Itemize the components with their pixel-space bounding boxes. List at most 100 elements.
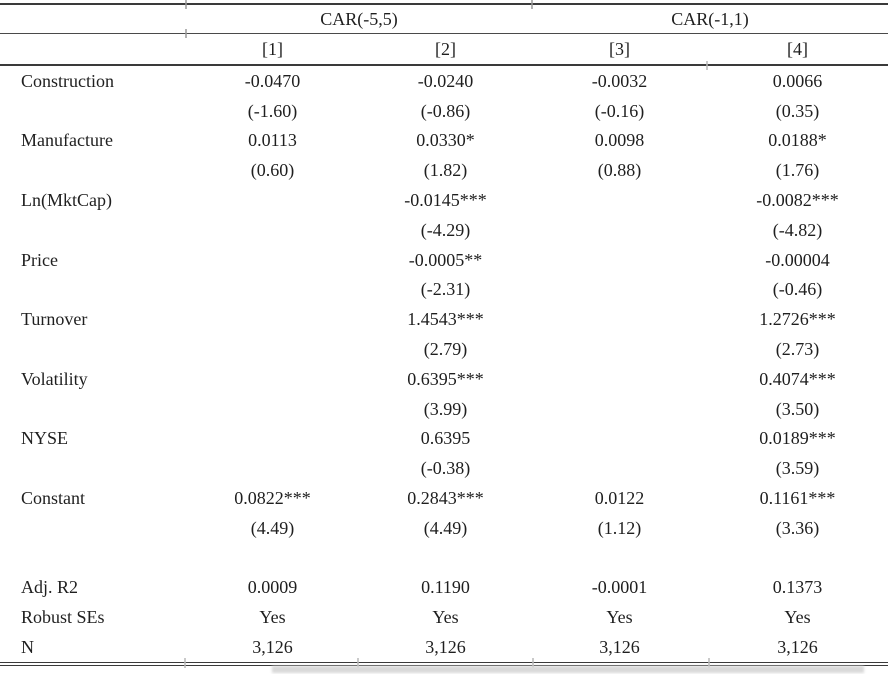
rule-tick bbox=[706, 61, 708, 70]
value-cell: (-0.46) bbox=[772, 279, 823, 300]
value-cell: 1.4543*** bbox=[407, 309, 484, 330]
table-row: Constant 0.0822*** 0.2843*** 0.0122 0.1161**… bbox=[0, 483, 888, 513]
value-cell bbox=[532, 543, 707, 573]
rule-tick bbox=[184, 658, 186, 668]
value-cell: (-4.29) bbox=[420, 219, 471, 240]
value-cell bbox=[186, 364, 359, 394]
value-cell: -0.0240 bbox=[417, 70, 474, 91]
row-label bbox=[0, 453, 186, 483]
value-cell: (3.59) bbox=[775, 458, 820, 479]
row-label bbox=[0, 543, 186, 573]
value-cell bbox=[186, 394, 359, 424]
value-cell: -0.0082*** bbox=[756, 190, 839, 211]
value-cell bbox=[186, 275, 359, 305]
value-cell bbox=[186, 185, 359, 215]
table-row: Price -0.0005** -0.00004 bbox=[0, 245, 888, 275]
value-cell bbox=[186, 453, 359, 483]
value-cell: 3,126 bbox=[186, 632, 359, 666]
value-cell bbox=[532, 453, 707, 483]
row-label: Robust SEs bbox=[21, 607, 105, 628]
value-cell bbox=[532, 424, 707, 454]
row-label bbox=[0, 155, 186, 185]
row-label: Adj. R2 bbox=[21, 577, 79, 598]
value-cell: 1.2726*** bbox=[759, 309, 836, 330]
value-cell: (4.49) bbox=[423, 517, 468, 538]
value-cell: (0.60) bbox=[250, 160, 295, 181]
table-row: (-1.60) (-0.86) (-0.16) (0.35) bbox=[0, 96, 888, 126]
value-cell: 0.6395 bbox=[420, 428, 471, 449]
stub-header-cell bbox=[0, 4, 186, 34]
row-label: Constant bbox=[21, 488, 86, 509]
column-group-header-row: CAR(-5,5) CAR(-1,1) bbox=[0, 4, 888, 34]
column-header-2: [2] bbox=[359, 33, 532, 66]
value-cell bbox=[532, 215, 707, 245]
table-row: (4.49) (4.49) (1.12) (3.36) bbox=[0, 513, 888, 543]
row-label bbox=[0, 513, 186, 543]
value-cell bbox=[186, 245, 359, 275]
table-row: (3.99) (3.50) bbox=[0, 394, 888, 424]
value-cell bbox=[186, 424, 359, 454]
value-cell: -0.0005** bbox=[408, 249, 483, 270]
value-cell: Yes bbox=[606, 607, 633, 628]
value-cell bbox=[186, 543, 359, 573]
rule-tick bbox=[185, 0, 187, 9]
value-cell: (-4.82) bbox=[772, 219, 823, 240]
value-cell: 0.0189*** bbox=[759, 428, 836, 449]
table-row: Robust SEs Yes Yes Yes Yes bbox=[0, 602, 888, 632]
scan-shadow bbox=[272, 666, 864, 673]
value-cell: -0.0145*** bbox=[404, 190, 487, 211]
table-row: Volatility 0.6395*** 0.4074*** bbox=[0, 364, 888, 394]
value-cell bbox=[532, 245, 707, 275]
table-row bbox=[0, 543, 888, 573]
value-cell bbox=[186, 215, 359, 245]
value-cell: 0.1373 bbox=[772, 577, 823, 598]
row-label: Construction bbox=[21, 70, 114, 91]
value-cell: (-1.60) bbox=[247, 100, 298, 121]
value-cell: 3,126 bbox=[707, 632, 888, 666]
row-label bbox=[0, 96, 186, 126]
value-cell: Yes bbox=[259, 607, 286, 628]
value-cell: (3.99) bbox=[423, 398, 468, 419]
value-cell: 0.1161*** bbox=[759, 488, 836, 509]
value-cell bbox=[532, 394, 707, 424]
value-cell: (4.49) bbox=[250, 517, 295, 538]
table-row: (-2.31) (-0.46) bbox=[0, 275, 888, 305]
value-cell: Yes bbox=[784, 607, 811, 628]
value-cell: 0.2843*** bbox=[407, 488, 484, 509]
value-cell: -0.0001 bbox=[591, 577, 648, 598]
row-label: Ln(MktCap) bbox=[21, 190, 112, 211]
value-cell bbox=[707, 543, 888, 573]
value-cell: 3,126 bbox=[532, 632, 707, 666]
value-cell: (-0.86) bbox=[420, 100, 471, 121]
value-cell: 3,126 bbox=[359, 632, 532, 666]
rule-tick bbox=[185, 29, 187, 38]
table-row: Construction -0.0470 -0.0240 -0.0032 0.0066 bbox=[0, 65, 888, 96]
value-cell: -0.00004 bbox=[765, 249, 830, 270]
table-row: Turnover 1.4543*** 1.2726*** bbox=[0, 304, 888, 334]
table-row: Ln(MktCap) -0.0145*** -0.0082*** bbox=[0, 185, 888, 215]
table-row: (-4.29) (-4.82) bbox=[0, 215, 888, 245]
value-cell: (3.50) bbox=[775, 398, 820, 419]
value-cell: 0.0822*** bbox=[234, 488, 311, 509]
value-cell: Yes bbox=[432, 607, 459, 628]
row-label: NYSE bbox=[21, 428, 69, 449]
stub-header-cell bbox=[0, 33, 186, 66]
value-cell: (0.35) bbox=[775, 100, 820, 121]
value-cell: -0.0032 bbox=[591, 70, 648, 91]
value-cell: (0.88) bbox=[597, 160, 642, 181]
value-cell: (-0.16) bbox=[594, 100, 645, 121]
value-cell: (1.82) bbox=[423, 160, 468, 181]
value-cell: 0.0122 bbox=[594, 488, 645, 509]
row-label: N bbox=[0, 632, 186, 666]
table-row: Adj. R2 0.0009 0.1190 -0.0001 0.1373 bbox=[0, 573, 888, 603]
row-label bbox=[0, 334, 186, 364]
value-cell: (2.73) bbox=[775, 339, 820, 360]
table-row: (0.60) (1.82) (0.88) (1.76) bbox=[0, 155, 888, 185]
row-label bbox=[0, 215, 186, 245]
value-cell: (3.36) bbox=[775, 517, 820, 538]
value-cell bbox=[532, 275, 707, 305]
value-cell: 0.4074*** bbox=[759, 368, 836, 389]
rule-tick bbox=[357, 658, 359, 668]
value-cell bbox=[532, 185, 707, 215]
value-cell bbox=[532, 304, 707, 334]
